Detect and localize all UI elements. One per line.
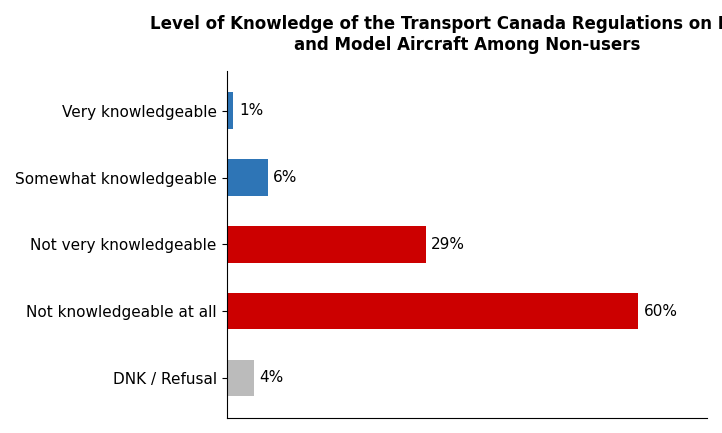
Bar [227, 92, 233, 129]
Text: 60%: 60% [644, 304, 678, 319]
Bar [227, 159, 268, 196]
Text: 6%: 6% [273, 170, 297, 185]
Text: 4%: 4% [259, 370, 284, 385]
Text: 1%: 1% [239, 103, 264, 118]
Text: 29%: 29% [431, 237, 465, 252]
Bar [227, 226, 426, 263]
Title: Level of Knowledge of the Transport Canada Regulations on Drones
and Model Aircr: Level of Knowledge of the Transport Cana… [149, 15, 722, 54]
Bar [227, 293, 638, 330]
Bar [227, 359, 254, 396]
